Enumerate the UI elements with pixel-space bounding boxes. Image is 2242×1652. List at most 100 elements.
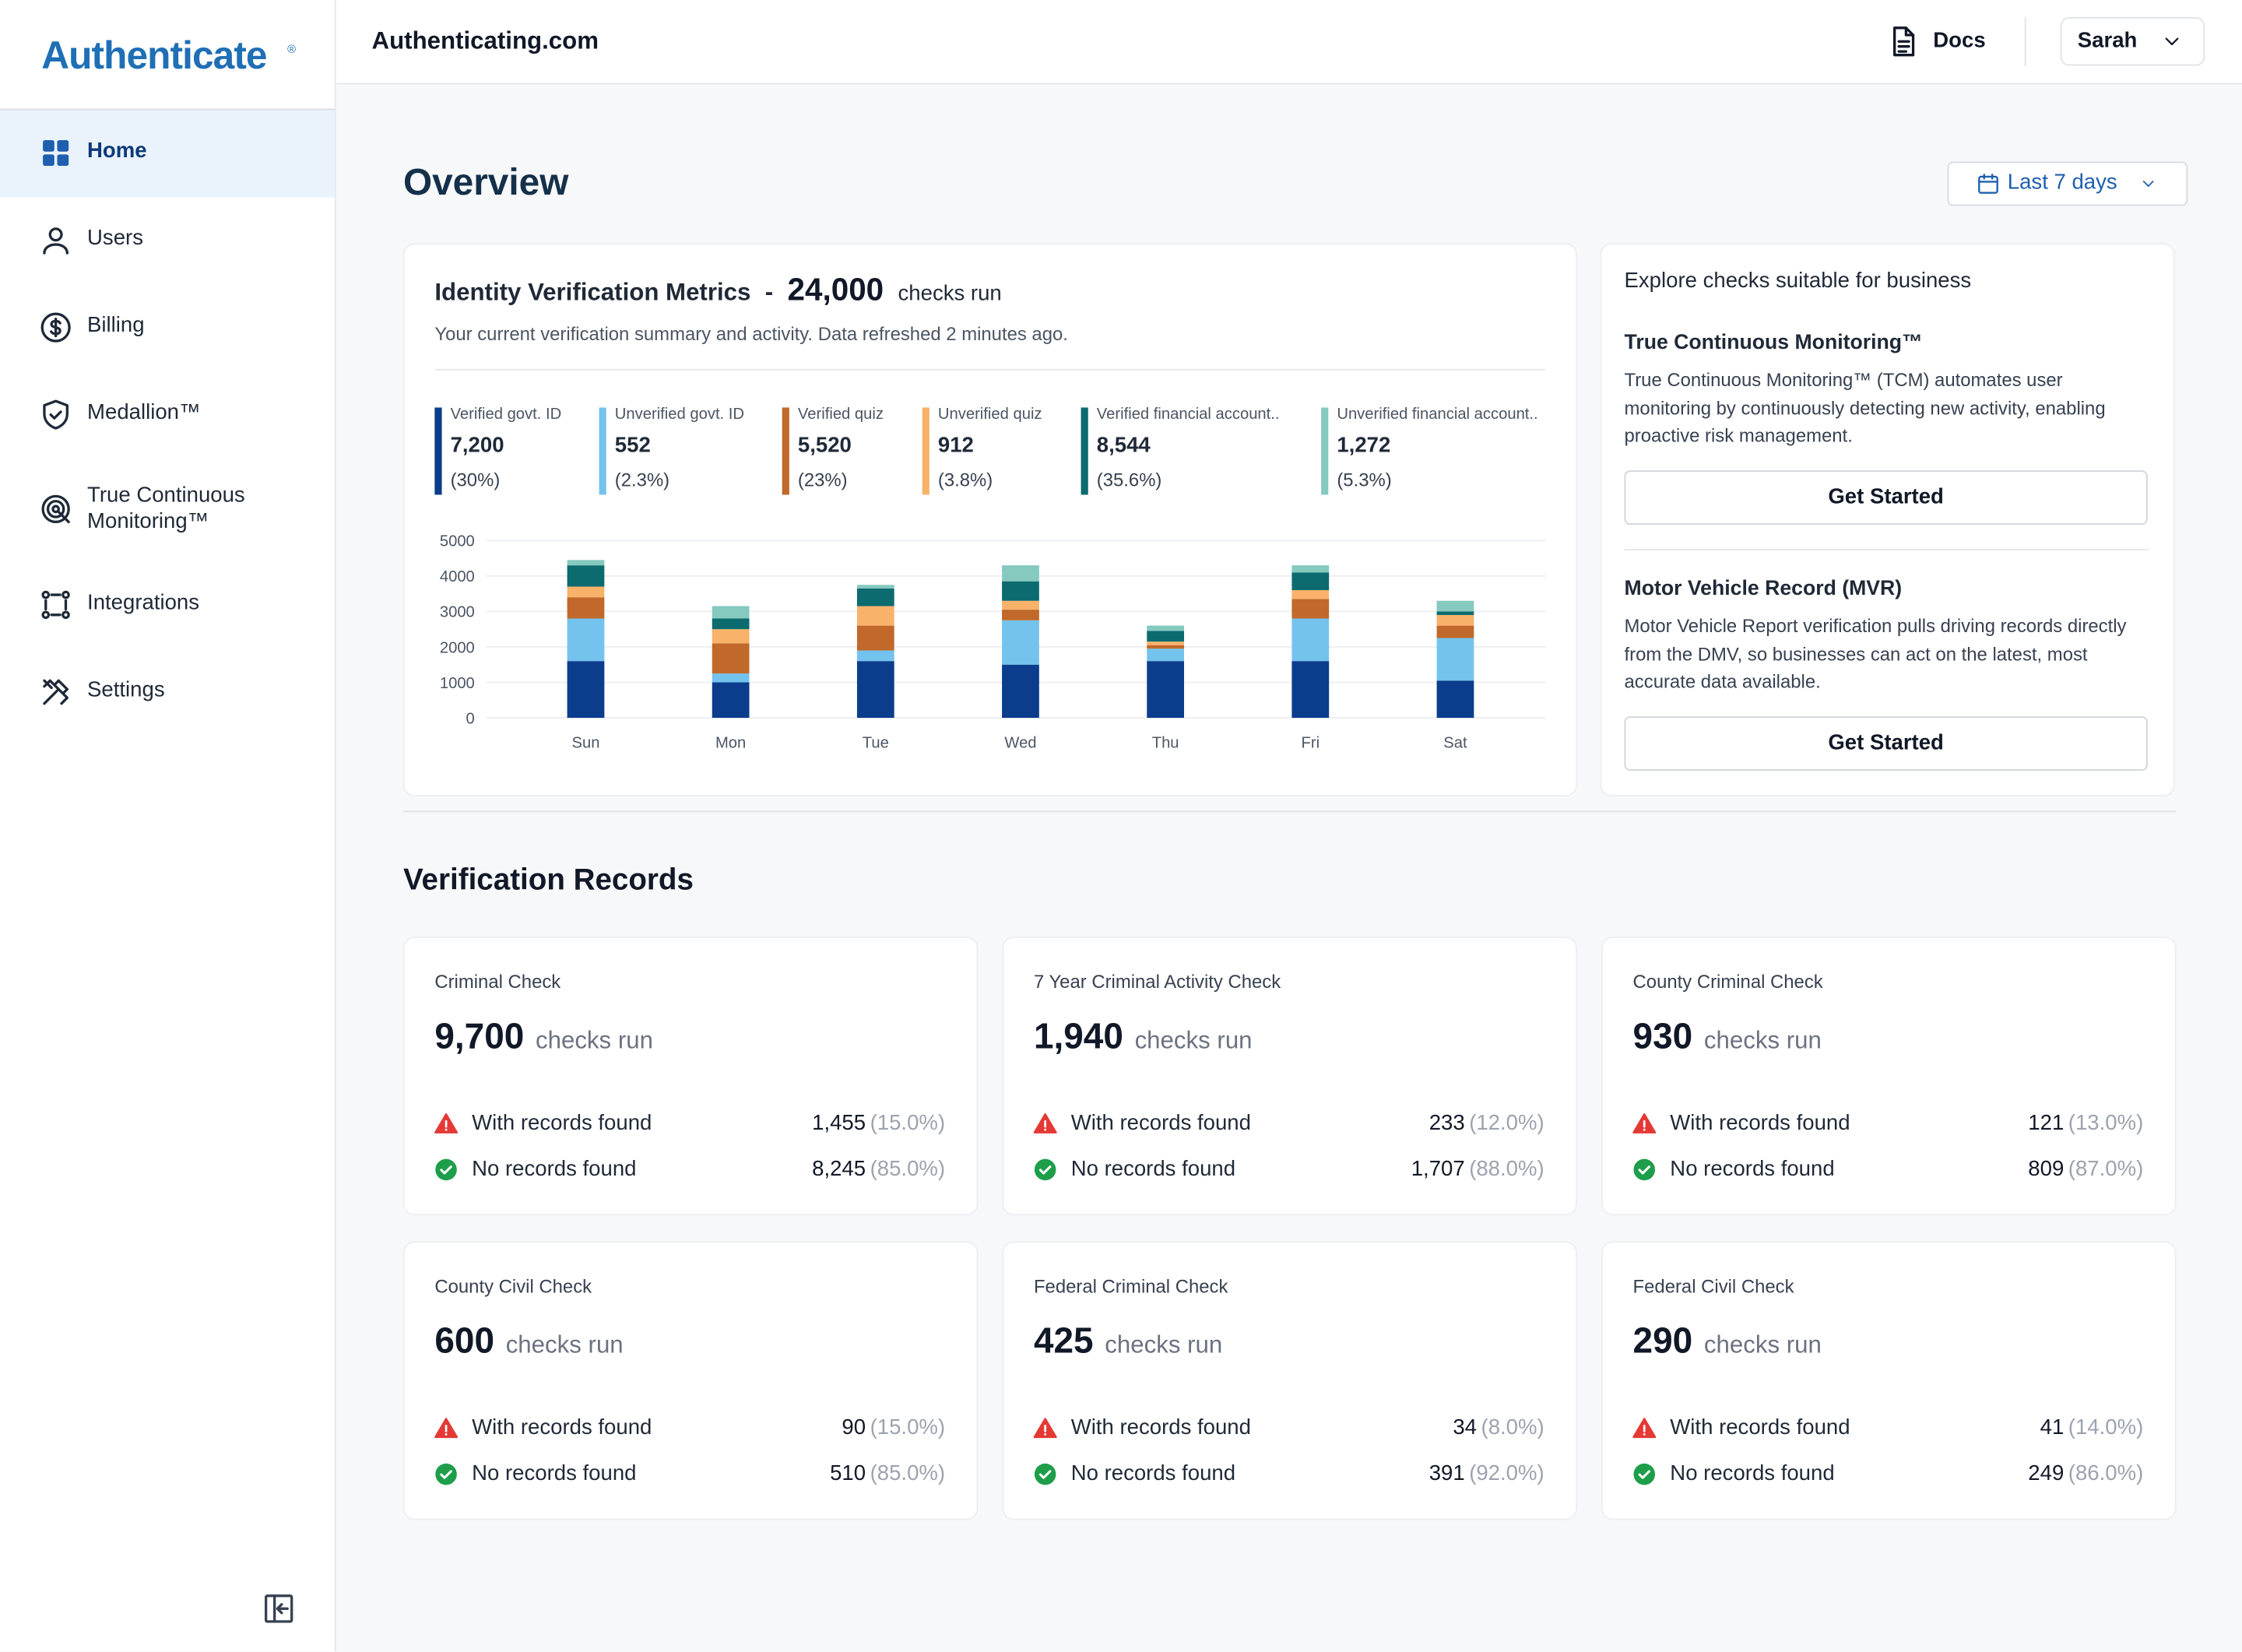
bar-segment [567, 565, 605, 587]
legend-total: 552 [614, 433, 651, 458]
x-tick-label: Tue [863, 735, 889, 752]
record-pct: (15.0%) [870, 1111, 946, 1136]
docs-link[interactable]: Docs [1933, 28, 1986, 53]
record-row-value: 510 (85.0%) [830, 1461, 945, 1487]
explore-item-title: Motor Vehicle Record (MVR) [1624, 578, 1903, 601]
y-tick-label: 5000 [440, 533, 475, 550]
legend-label: Verified govt. ID [450, 406, 562, 424]
record-count: 121 [2028, 1111, 2065, 1136]
legend-total: 912 [937, 433, 974, 458]
bar-segment [1291, 618, 1330, 662]
legend-swatch [922, 407, 929, 495]
record-row-value: 121 (13.0%) [2028, 1111, 2143, 1137]
record-name: Federal Civil Check [1632, 1275, 1794, 1298]
nav-item[interactable]: Medallion™ [87, 400, 201, 425]
y-tick-label: 2000 [440, 639, 475, 656]
record-row-label: With records found [1070, 1415, 1251, 1440]
collapse-sidebar[interactable] [262, 1591, 296, 1626]
bar-segment [1291, 599, 1330, 619]
y-tick-label: 1000 [440, 675, 475, 692]
record-name: County Civil Check [434, 1275, 592, 1298]
bar-segment [1436, 611, 1474, 615]
record-row-value: 90 (15.0%) [842, 1415, 945, 1441]
range-label: Last 7 days [2007, 170, 2117, 195]
logo-mark: ® [287, 43, 297, 56]
record-count: 391 [1428, 1461, 1465, 1486]
record-row-label: With records found [472, 1415, 652, 1440]
legend-total: 7,200 [450, 433, 504, 458]
nav-item[interactable]: Integrations [87, 590, 200, 615]
header-divider [2024, 17, 2026, 66]
record-pct: (12.0%) [1469, 1111, 1544, 1136]
user-name: Sarah [2077, 28, 2138, 53]
record-row-value: 809 (87.0%) [2028, 1157, 2143, 1183]
record-total: 290 [1632, 1321, 1693, 1362]
record-unit: checks run [535, 1026, 653, 1054]
x-tick-label: Thu [1152, 735, 1179, 752]
record-pct: (88.0%) [1469, 1156, 1544, 1182]
record-name: Federal Criminal Check [1033, 1275, 1228, 1298]
record-row-label: No records found [1070, 1156, 1236, 1182]
get-started-button[interactable]: Get Started [1624, 470, 2148, 525]
nav-item[interactable]: Home [87, 139, 147, 163]
record-total-row: 9,700 checks run [434, 1017, 653, 1058]
sidebar [0, 0, 336, 1652]
metrics-subtitle: Your current verification summary and ac… [434, 323, 1068, 345]
explore-item-title: True Continuous Monitoring™ [1624, 332, 1923, 356]
record-card [402, 1241, 979, 1520]
y-tick-label: 0 [466, 710, 475, 727]
nav-icon [39, 588, 73, 622]
get-started-button[interactable]: Get Started [1624, 716, 2148, 772]
record-count: 41 [2040, 1415, 2065, 1440]
bar-segment [856, 588, 894, 606]
bar-segment [567, 560, 605, 566]
record-card [1601, 1241, 2177, 1520]
record-unit: checks run [1703, 1331, 1822, 1359]
bar-segment [1147, 645, 1185, 649]
chart: 0 1000 2000 3000 4000 5000 Sun Mon Tue Wed Thu Fri S… [440, 533, 1546, 752]
bar-segment [1002, 581, 1039, 601]
warning-icon [1032, 1111, 1058, 1137]
legend-swatch [599, 407, 606, 495]
bar-segment [712, 606, 750, 619]
nav-icon [39, 223, 73, 258]
record-total: 9,700 [434, 1016, 525, 1057]
nav-item[interactable]: Billing [87, 313, 145, 338]
legend-total: 5,520 [797, 433, 852, 458]
user-menu[interactable] [2060, 17, 2205, 66]
nav-item[interactable]: Settings [87, 677, 165, 702]
range-picker[interactable] [1947, 161, 2188, 206]
record-card [1002, 1241, 1577, 1520]
legend-swatch [1081, 407, 1088, 495]
record-pct: (87.0%) [2068, 1156, 2144, 1182]
bar-segment [1002, 664, 1039, 719]
bar-segment [567, 618, 605, 662]
records-title: Verification Records [402, 864, 694, 898]
record-count: 1,707 [1411, 1156, 1465, 1182]
docs-icon [1886, 24, 1920, 58]
bar-segment [1436, 600, 1474, 612]
record-name: County Criminal Check [1632, 971, 1823, 993]
record-total-row: 930 checks run [1633, 1017, 1822, 1058]
record-total: 1,940 [1033, 1016, 1123, 1057]
bar-segment [1002, 565, 1039, 582]
metrics-unit: checks run [898, 281, 1002, 307]
legend-swatch [434, 407, 442, 495]
bar-segment [1147, 641, 1185, 645]
check-icon [434, 1461, 459, 1487]
nav-item[interactable]: True Continuous Monitoring™ [87, 483, 245, 534]
nav-icon [39, 398, 73, 432]
record-card [402, 937, 979, 1216]
bar-segment [1002, 600, 1039, 610]
record-unit: checks run [1134, 1026, 1253, 1054]
legend-label: Verified financial account.. [1096, 406, 1280, 424]
bar-segment [712, 673, 750, 683]
record-row-value: 249 (86.0%) [2028, 1461, 2143, 1487]
bar-segment [712, 629, 750, 644]
check-icon [1632, 1461, 1657, 1487]
record-row-label: No records found [1670, 1156, 1835, 1182]
record-count: 8,245 [812, 1156, 866, 1182]
bar-segment [1291, 565, 1330, 573]
nav-item[interactable]: Users [87, 226, 143, 251]
